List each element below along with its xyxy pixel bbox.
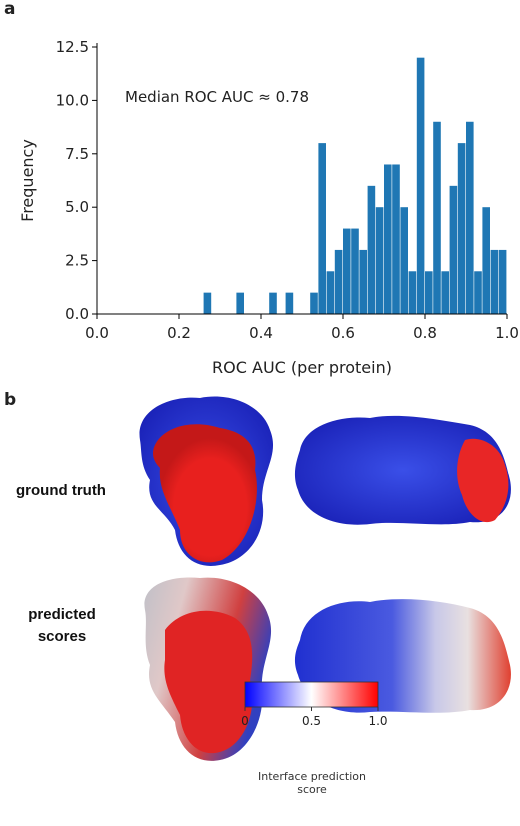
protein-ground-truth-left — [139, 396, 274, 566]
protein-ground-truth-right — [294, 415, 511, 525]
bar — [269, 292, 277, 314]
x-tick-label: 0.2 — [167, 324, 191, 342]
y-axis-label: Frequency — [18, 139, 37, 222]
bar — [326, 271, 335, 314]
bar — [466, 121, 474, 314]
bar — [416, 57, 425, 315]
bar — [498, 249, 507, 314]
bar — [384, 164, 392, 314]
panel-label: b — [4, 390, 16, 410]
bar — [441, 271, 449, 314]
panel-label: a — [4, 0, 15, 19]
annotation: Median ROC AUC ≈ 0.78 — [125, 88, 309, 106]
colorbar: 0 0.5 1.0 — [241, 681, 388, 728]
bar — [474, 271, 482, 314]
y-tick-label: 2.5 — [65, 252, 89, 270]
colorbar-label: Interface prediction score — [258, 770, 366, 796]
y-tick-label: 12.5 — [56, 38, 89, 56]
histogram: 0.0 2.5 5.0 7.5 10.0 12.5 0.0 0.2 0.4 0.6 0.8 1.0 RO… — [18, 38, 519, 377]
bar — [482, 207, 490, 314]
bar — [367, 185, 376, 314]
bar — [351, 228, 359, 314]
bar — [375, 207, 384, 314]
y-tick-label: 5.0 — [65, 198, 89, 216]
bar — [285, 292, 294, 314]
bar — [236, 292, 244, 314]
row-label: ground truth — [16, 482, 106, 499]
protein-predicted-left — [144, 577, 272, 761]
bar — [425, 271, 433, 314]
bar — [310, 292, 318, 314]
row-label: predicted scores — [28, 606, 96, 645]
bar — [400, 207, 408, 314]
y-tick-label: 0.0 — [65, 305, 89, 323]
y-tick-label: 7.5 — [65, 145, 89, 163]
bar — [490, 249, 499, 314]
x-tick-label: 0.8 — [413, 324, 437, 342]
colorbar-body — [244, 681, 379, 708]
x-axis-label: ROC AUC (per protein) — [212, 358, 392, 377]
colorbar-tick-label: 0 — [241, 714, 249, 728]
bar — [457, 143, 466, 314]
bar — [392, 164, 400, 314]
bar — [408, 271, 417, 314]
colorbar-tick-label: 0.5 — [302, 714, 321, 728]
x-tick-label: 0.4 — [249, 324, 273, 342]
x-tick-label: 0.6 — [331, 324, 355, 342]
x-tick-label: 0.0 — [85, 324, 109, 342]
bar — [449, 185, 458, 314]
bar — [359, 249, 367, 314]
bar — [334, 249, 343, 314]
bar — [203, 292, 212, 314]
x-tick-label: 1.0 — [495, 324, 519, 342]
bar — [318, 143, 326, 314]
colorbar-tick-label: 1.0 — [368, 714, 387, 728]
y-tick-label: 10.0 — [56, 91, 89, 109]
bar — [433, 121, 441, 314]
bar — [343, 228, 351, 314]
